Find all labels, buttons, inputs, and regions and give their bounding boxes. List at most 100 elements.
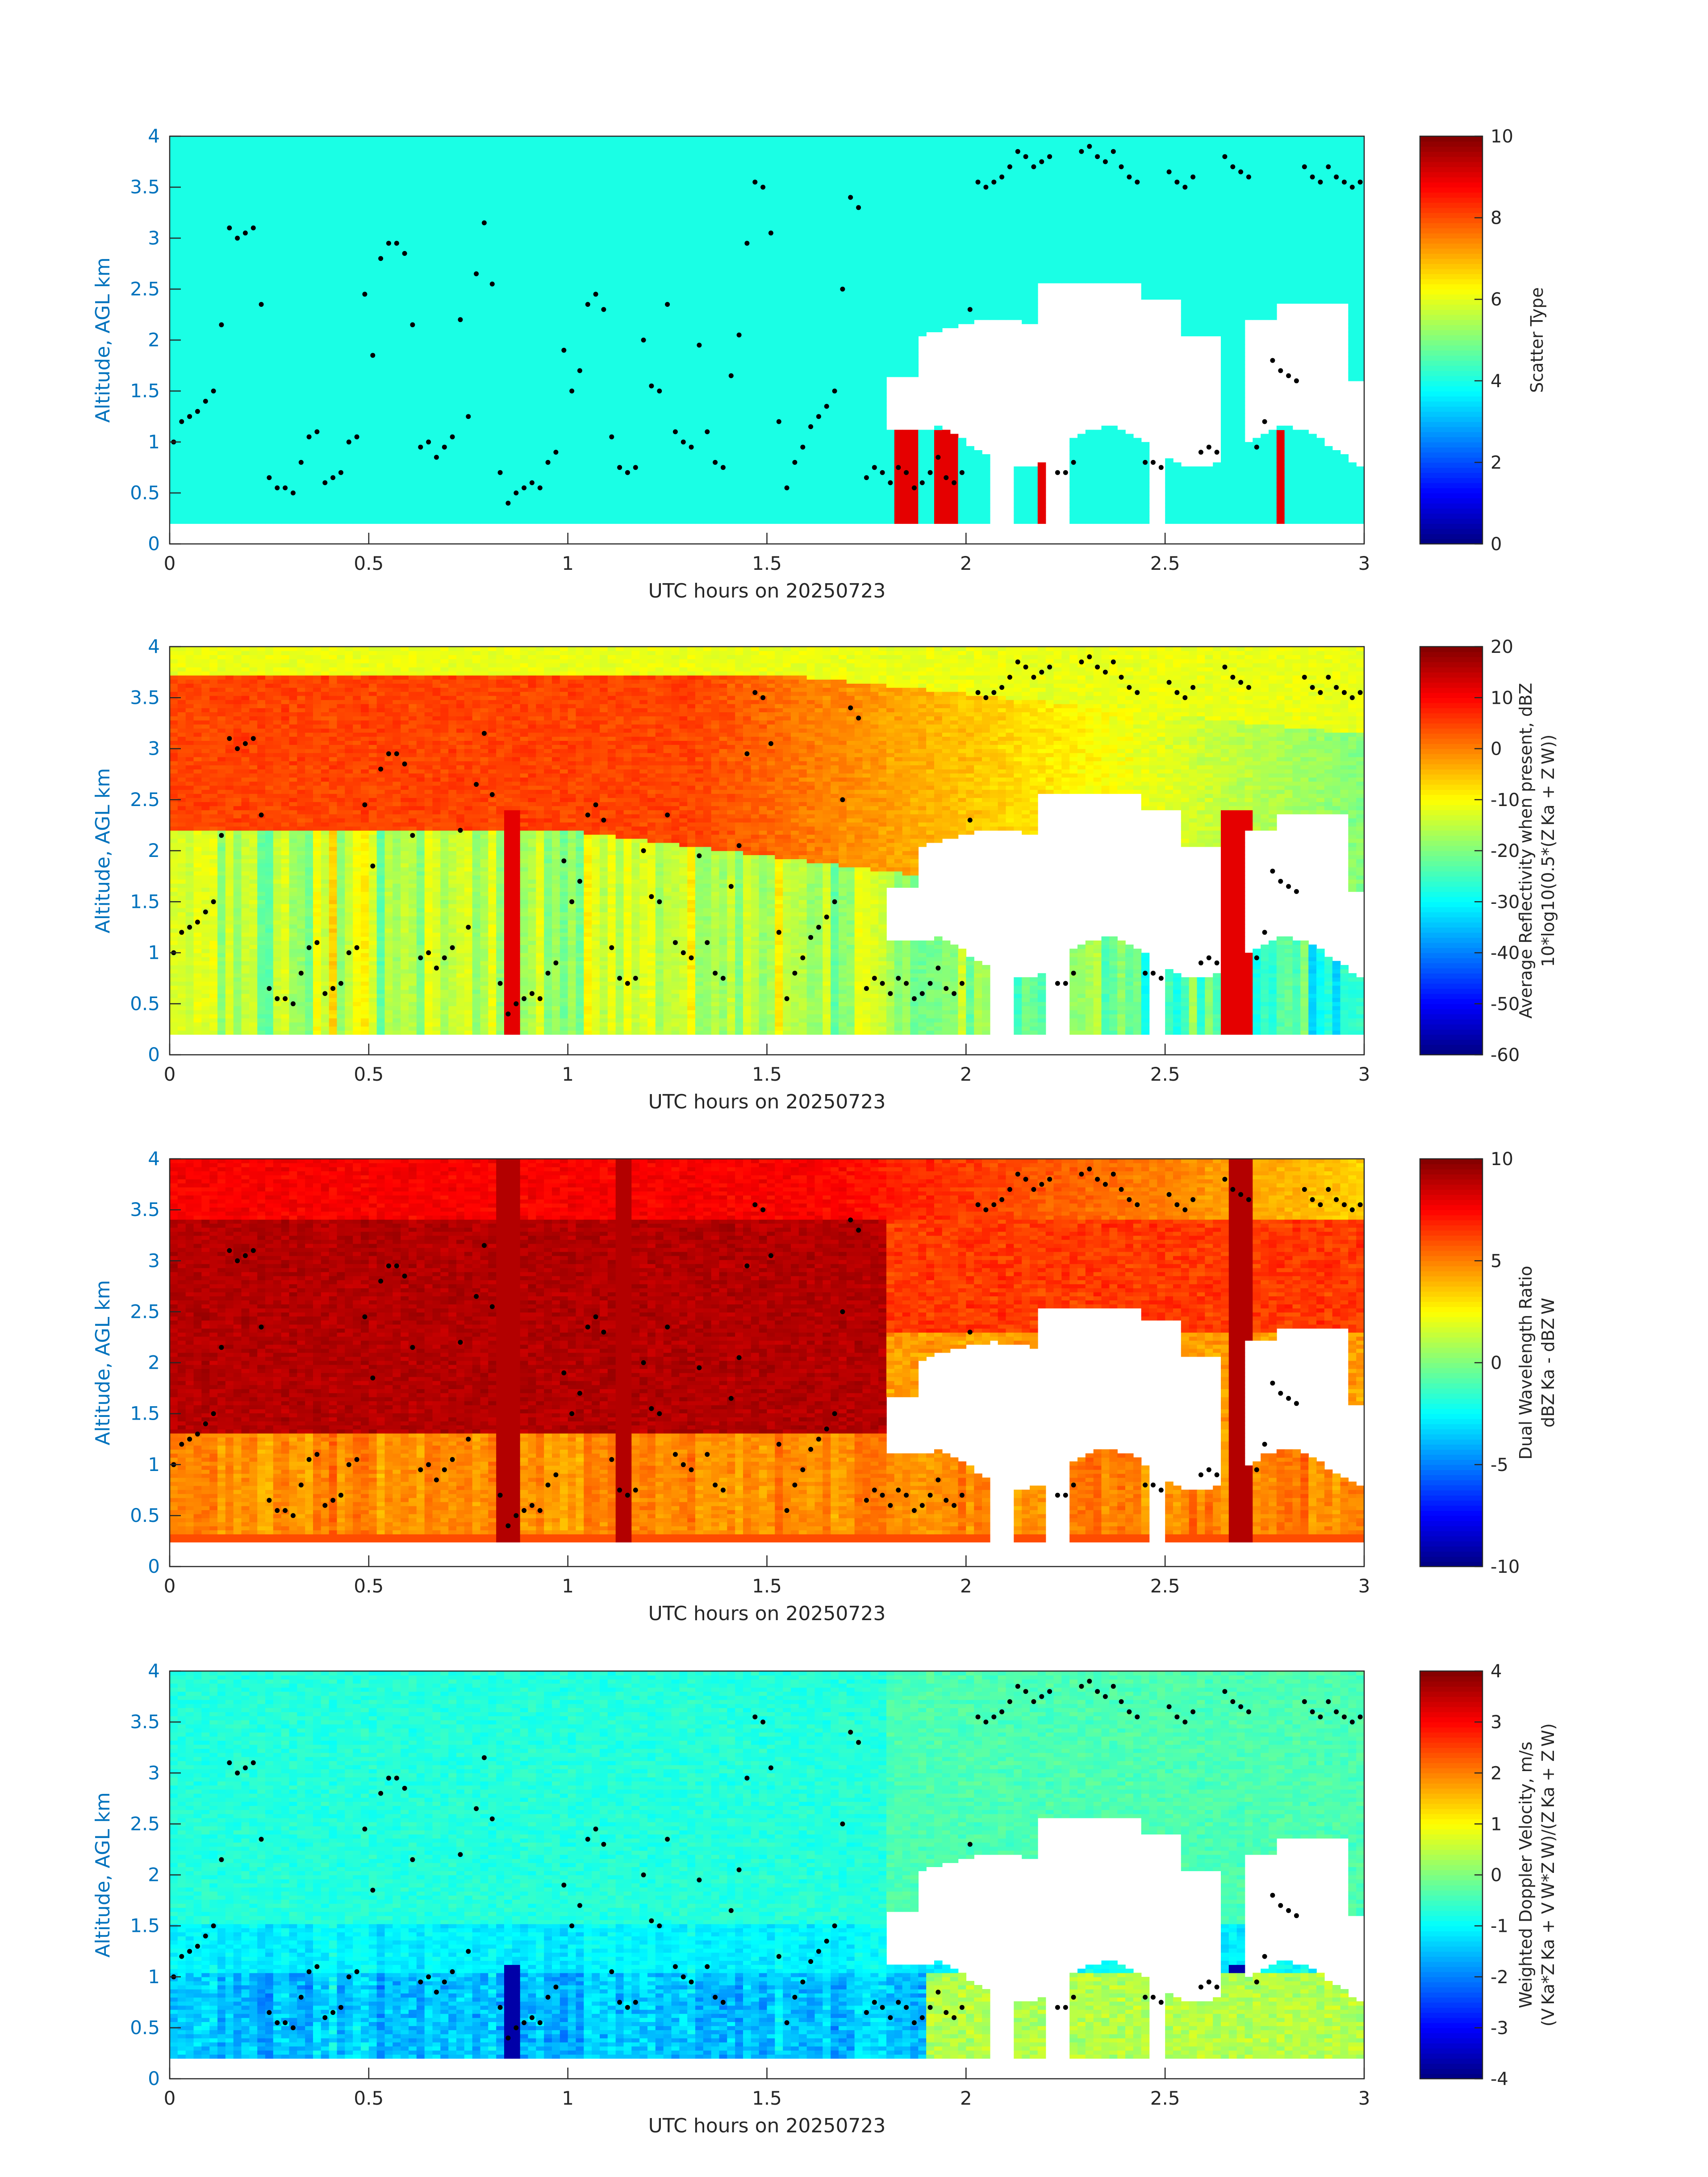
heatmap-cell <box>186 467 194 471</box>
heatmap-cell <box>209 430 218 434</box>
heatmap-cell <box>201 136 210 141</box>
heatmap-cell <box>170 454 178 459</box>
heatmap-cell <box>209 324 218 328</box>
heatmap-cell <box>201 499 210 504</box>
heatmap-cell <box>178 218 186 222</box>
heatmap-cell <box>194 218 202 222</box>
heatmap-cell <box>194 312 202 316</box>
heatmap-cell <box>209 222 218 226</box>
heatmap-cell <box>194 438 202 443</box>
heatmap-cell <box>209 275 218 279</box>
heatmap-cell <box>201 295 210 300</box>
heatmap-cell <box>209 442 218 447</box>
heatmap-cell <box>201 340 210 345</box>
heatmap-cell <box>194 316 202 320</box>
heatmap-cell <box>209 234 218 238</box>
heatmap-cell <box>186 511 194 516</box>
heatmap-cell <box>186 462 194 467</box>
heatmap-cell <box>209 373 218 377</box>
heatmap-cell <box>186 267 194 271</box>
heatmap-cell <box>201 320 210 324</box>
heatmap-cell <box>209 295 218 300</box>
heatmap-cell <box>209 422 218 426</box>
heatmap-cell <box>209 263 218 267</box>
heatmap-cell <box>201 283 210 288</box>
heatmap-cell <box>209 283 218 288</box>
heatmap-cell <box>194 267 202 271</box>
heatmap-cell <box>201 234 210 238</box>
heatmap-cell <box>186 377 194 381</box>
heatmap-cell <box>186 140 194 145</box>
heatmap-cell <box>194 283 202 288</box>
heatmap-cell <box>201 442 210 447</box>
heatmap-cell <box>178 263 186 267</box>
heatmap-cell <box>209 308 218 312</box>
heatmap-cell <box>201 169 210 173</box>
heatmap-cell <box>201 312 210 316</box>
heatmap-cell <box>209 475 218 479</box>
heatmap-cell <box>217 405 226 410</box>
heatmap-cell <box>201 381 210 385</box>
heatmap-cell <box>170 450 178 455</box>
heatmap-cell <box>170 422 178 426</box>
heatmap-cell <box>201 483 210 487</box>
heatmap-cell <box>170 295 178 300</box>
heatmap-cell <box>170 177 178 181</box>
heatmap-cell <box>217 483 226 487</box>
heatmap-cell <box>201 299 210 304</box>
heatmap-cell <box>209 320 218 324</box>
heatmap-cell <box>178 267 186 271</box>
heatmap-cell <box>201 308 210 312</box>
heatmap-cell <box>170 352 178 357</box>
heatmap-cell <box>194 454 202 459</box>
heatmap-cell <box>217 222 226 226</box>
heatmap-cell <box>186 483 194 487</box>
heatmap-cell <box>178 181 186 185</box>
heatmap-cell <box>186 487 194 491</box>
heatmap-cell <box>217 458 226 463</box>
heatmap-cell <box>170 201 178 206</box>
heatmap-cell <box>209 446 218 451</box>
heatmap-cell <box>194 344 202 349</box>
heatmap-cell <box>194 140 202 145</box>
heatmap-cell <box>170 267 178 271</box>
heatmap-cell <box>209 259 218 263</box>
heatmap-cell <box>209 515 218 520</box>
heatmap-cell <box>186 450 194 455</box>
heatmap-cell <box>217 259 226 263</box>
heatmap-cell <box>170 308 178 312</box>
heatmap-cell <box>209 397 218 401</box>
heatmap-cell <box>186 312 194 316</box>
heatmap-cell <box>186 251 194 255</box>
heatmap-cell <box>178 377 186 381</box>
heatmap-cell <box>217 409 226 414</box>
heatmap-cell <box>186 291 194 296</box>
heatmap-cell <box>170 467 178 471</box>
heatmap-cell <box>201 360 210 365</box>
heatmap-cell <box>194 499 202 504</box>
heatmap-cell <box>186 479 194 483</box>
heatmap-cell <box>217 275 226 279</box>
heatmap-cell <box>209 226 218 230</box>
heatmap-cell <box>170 242 178 247</box>
heatmap-cell <box>170 377 178 381</box>
heatmap-cell <box>201 454 210 459</box>
heatmap-cell <box>170 238 178 242</box>
heatmap-cell <box>170 475 178 479</box>
heatmap-cell <box>170 303 178 308</box>
heatmap-cell <box>178 352 186 357</box>
heatmap-cell <box>194 360 202 365</box>
heatmap-cell <box>170 397 178 401</box>
heatmap-cell <box>201 409 210 414</box>
heatmap-cell <box>178 434 186 439</box>
heatmap-cell <box>201 201 210 206</box>
heatmap-cell <box>178 515 186 520</box>
heatmap-cell <box>209 136 218 141</box>
heatmap-cell <box>194 279 202 284</box>
heatmap-cell <box>201 462 210 467</box>
heatmap-cell <box>178 189 186 194</box>
heatmap-cell <box>194 364 202 369</box>
heatmap-cell <box>201 515 210 520</box>
heatmap-cell <box>194 189 202 194</box>
heatmap-cell <box>170 189 178 194</box>
